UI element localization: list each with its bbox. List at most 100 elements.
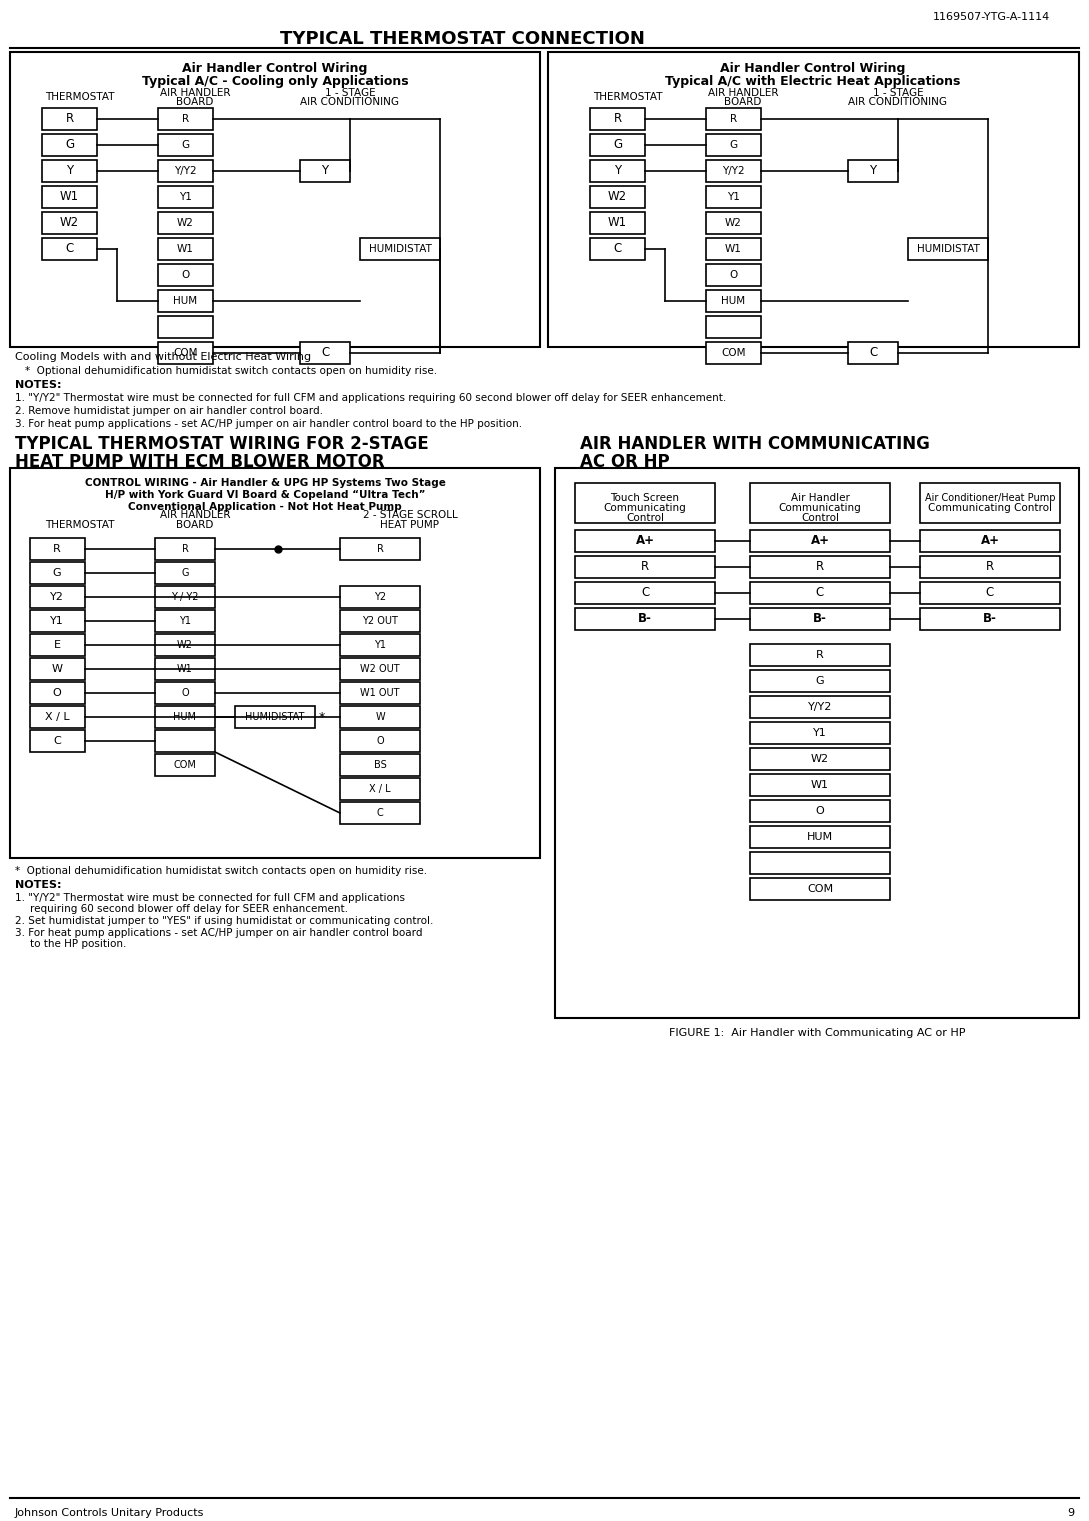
Bar <box>299 342 350 364</box>
Text: BS: BS <box>374 760 387 770</box>
Bar <box>750 800 890 821</box>
Text: O: O <box>52 687 61 698</box>
Text: Y/Y2: Y/Y2 <box>722 166 745 176</box>
Bar <box>30 634 85 656</box>
Text: AIR HANDLER: AIR HANDLER <box>160 88 230 97</box>
Text: W2 OUT: W2 OUT <box>360 665 400 674</box>
Text: G: G <box>65 138 74 152</box>
Text: HUMIDISTAT: HUMIDISTAT <box>245 712 305 722</box>
Text: HEAT PUMP WITH ECM BLOWER MOTOR: HEAT PUMP WITH ECM BLOWER MOTOR <box>15 453 384 472</box>
Bar <box>340 538 420 560</box>
Text: Control: Control <box>626 513 664 523</box>
Bar <box>30 730 85 751</box>
Text: Y1: Y1 <box>50 616 64 627</box>
Bar <box>750 484 890 523</box>
Bar <box>30 610 85 633</box>
Text: R: R <box>613 113 622 126</box>
Bar <box>155 681 215 704</box>
Bar <box>750 748 890 770</box>
Text: Air Conditioner/Heat Pump: Air Conditioner/Heat Pump <box>925 493 1055 503</box>
Text: TYPICAL THERMOSTAT CONNECTION: TYPICAL THERMOSTAT CONNECTION <box>280 30 645 49</box>
Bar <box>158 186 213 208</box>
Text: C: C <box>613 242 622 256</box>
Text: NOTES:: NOTES: <box>15 881 61 890</box>
Bar <box>158 342 213 364</box>
Bar <box>548 52 1079 347</box>
Bar <box>750 878 890 900</box>
Bar <box>590 237 645 260</box>
Bar <box>340 659 420 680</box>
Bar <box>575 529 715 552</box>
Text: Conventional Application - Not Hot Heat Pump: Conventional Application - Not Hot Heat … <box>129 502 402 513</box>
Text: Touch Screen: Touch Screen <box>611 493 680 503</box>
Bar <box>42 134 97 157</box>
Text: HUMIDISTAT: HUMIDISTAT <box>368 243 431 254</box>
Text: Cooling Models with and without Electric Heat Wiring: Cooling Models with and without Electric… <box>15 351 311 362</box>
Bar <box>920 484 1060 523</box>
Text: R: R <box>65 113 74 126</box>
Text: O: O <box>816 806 824 815</box>
Text: C: C <box>321 347 329 359</box>
Bar <box>30 561 85 584</box>
Text: O: O <box>376 736 383 745</box>
Text: HUM: HUM <box>173 297 197 306</box>
Bar <box>575 557 715 578</box>
Bar <box>155 659 215 680</box>
Bar <box>706 211 761 234</box>
Bar <box>158 211 213 234</box>
Bar <box>299 160 350 183</box>
Text: G: G <box>613 138 622 152</box>
Text: W2: W2 <box>725 218 742 228</box>
Text: R: R <box>377 545 383 554</box>
Text: AIR HANDLER WITH COMMUNICATING: AIR HANDLER WITH COMMUNICATING <box>580 435 930 453</box>
Bar <box>360 237 440 260</box>
Text: THERMOSTAT: THERMOSTAT <box>594 91 663 102</box>
Bar <box>30 538 85 560</box>
Text: C: C <box>53 736 61 745</box>
Bar <box>706 108 761 129</box>
Bar <box>42 237 97 260</box>
Bar <box>42 186 97 208</box>
Text: X / L: X / L <box>369 783 391 794</box>
Text: Y2 OUT: Y2 OUT <box>362 616 397 627</box>
Text: R: R <box>641 561 649 573</box>
Text: HUMIDISTAT: HUMIDISTAT <box>917 243 979 254</box>
Bar <box>750 529 890 552</box>
Bar <box>590 160 645 183</box>
Bar <box>706 160 761 183</box>
Bar <box>750 643 890 666</box>
Text: HEAT PUMP: HEAT PUMP <box>380 520 440 529</box>
Text: O: O <box>730 271 737 280</box>
Text: W: W <box>51 665 62 674</box>
Text: W1: W1 <box>811 780 829 789</box>
Bar <box>30 659 85 680</box>
Bar <box>706 316 761 338</box>
Text: to the HP position.: to the HP position. <box>30 938 126 949</box>
Text: A+: A+ <box>636 534 654 548</box>
Bar <box>30 706 85 729</box>
Bar <box>340 779 420 800</box>
Text: THERMOSTAT: THERMOSTAT <box>46 520 114 529</box>
Text: C: C <box>816 587 824 599</box>
Text: 1 - STAGE: 1 - STAGE <box>872 88 923 97</box>
Bar <box>706 237 761 260</box>
Bar <box>340 586 420 608</box>
Text: 2. Remove humidistat jumper on air handler control board.: 2. Remove humidistat jumper on air handl… <box>15 406 323 417</box>
Text: W2: W2 <box>60 216 79 230</box>
Bar <box>750 852 890 875</box>
Text: W2: W2 <box>178 218 194 228</box>
Bar <box>750 608 890 630</box>
Text: COM: COM <box>173 348 198 357</box>
Text: Y1: Y1 <box>179 192 192 202</box>
Text: 3. For heat pump applications - set AC/HP jumper on air handler control board: 3. For heat pump applications - set AC/H… <box>15 928 423 938</box>
Bar <box>158 316 213 338</box>
Text: W1: W1 <box>608 216 627 230</box>
Text: W1 OUT: W1 OUT <box>360 687 400 698</box>
Text: G: G <box>52 567 61 578</box>
Text: Y: Y <box>321 164 329 178</box>
Bar <box>706 134 761 157</box>
Bar <box>920 583 1060 604</box>
Text: Typical A/C with Electric Heat Applications: Typical A/C with Electric Heat Applicati… <box>665 75 960 88</box>
Text: THERMOSTAT: THERMOSTAT <box>46 91 114 102</box>
Text: Communicating Control: Communicating Control <box>928 503 1052 513</box>
